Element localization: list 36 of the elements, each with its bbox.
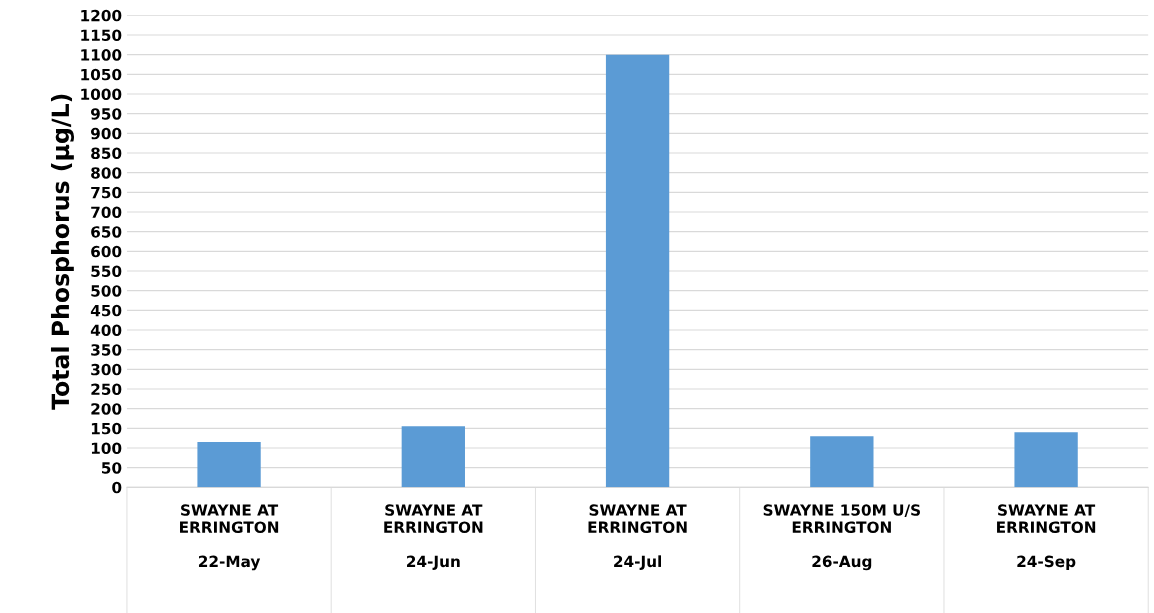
y-tick-label: 1100 — [81, 49, 122, 61]
y-tick-label: 250 — [91, 383, 122, 396]
bar — [1014, 432, 1078, 488]
y-axis-title: Total Phosphorus (µg/L) — [50, 94, 74, 410]
y-tick-label: 600 — [91, 245, 122, 258]
y-tick-label: 950 — [90, 108, 122, 120]
category-label: SWAYNE AT ERRINGTON 24-Jul — [588, 504, 687, 570]
y-tick-label: 550 — [91, 265, 122, 278]
y-tick-label: 400 — [90, 324, 122, 337]
y-tick-label: 1150 — [81, 29, 122, 42]
bar — [605, 54, 670, 488]
y-tick-label: 450 — [90, 304, 122, 317]
y-tick-label: 1200 — [81, 9, 122, 22]
category-label: SWAYNE AT ERRINGTON 22-May — [180, 504, 279, 571]
y-tick-label: 150 — [91, 422, 122, 435]
y-tick-label: 800 — [91, 167, 122, 179]
y-tick-label: 1050 — [81, 68, 122, 81]
y-tick-label: 300 — [91, 363, 122, 376]
y-tick-label: 650 — [91, 226, 122, 238]
y-tick-label: 200 — [91, 403, 122, 415]
y-tick-label: 50 — [102, 462, 122, 474]
y-tick-label: 100 — [91, 442, 122, 455]
category-label: SWAYNE AT ERRINGTON 24-Sep — [997, 504, 1096, 571]
category-label: SWAYNE AT ERRINGTON 24-Jun — [384, 504, 483, 570]
y-tick-label: 700 — [91, 206, 122, 219]
y-tick-label: 500 — [91, 285, 122, 297]
y-tick-label: 750 — [91, 186, 122, 199]
bar — [810, 436, 874, 488]
y-tick-label: 900 — [90, 127, 122, 140]
bar — [401, 426, 465, 488]
y-tick-label: 350 — [91, 344, 122, 356]
bar — [197, 442, 261, 488]
category-label: SWAYNE 150M U/S ERRINGTON 26-Aug — [763, 504, 920, 571]
y-tick-label: 850 — [91, 147, 122, 160]
y-tick-label: 0 — [112, 481, 122, 494]
y-tick-label: 1000 — [81, 88, 122, 101]
